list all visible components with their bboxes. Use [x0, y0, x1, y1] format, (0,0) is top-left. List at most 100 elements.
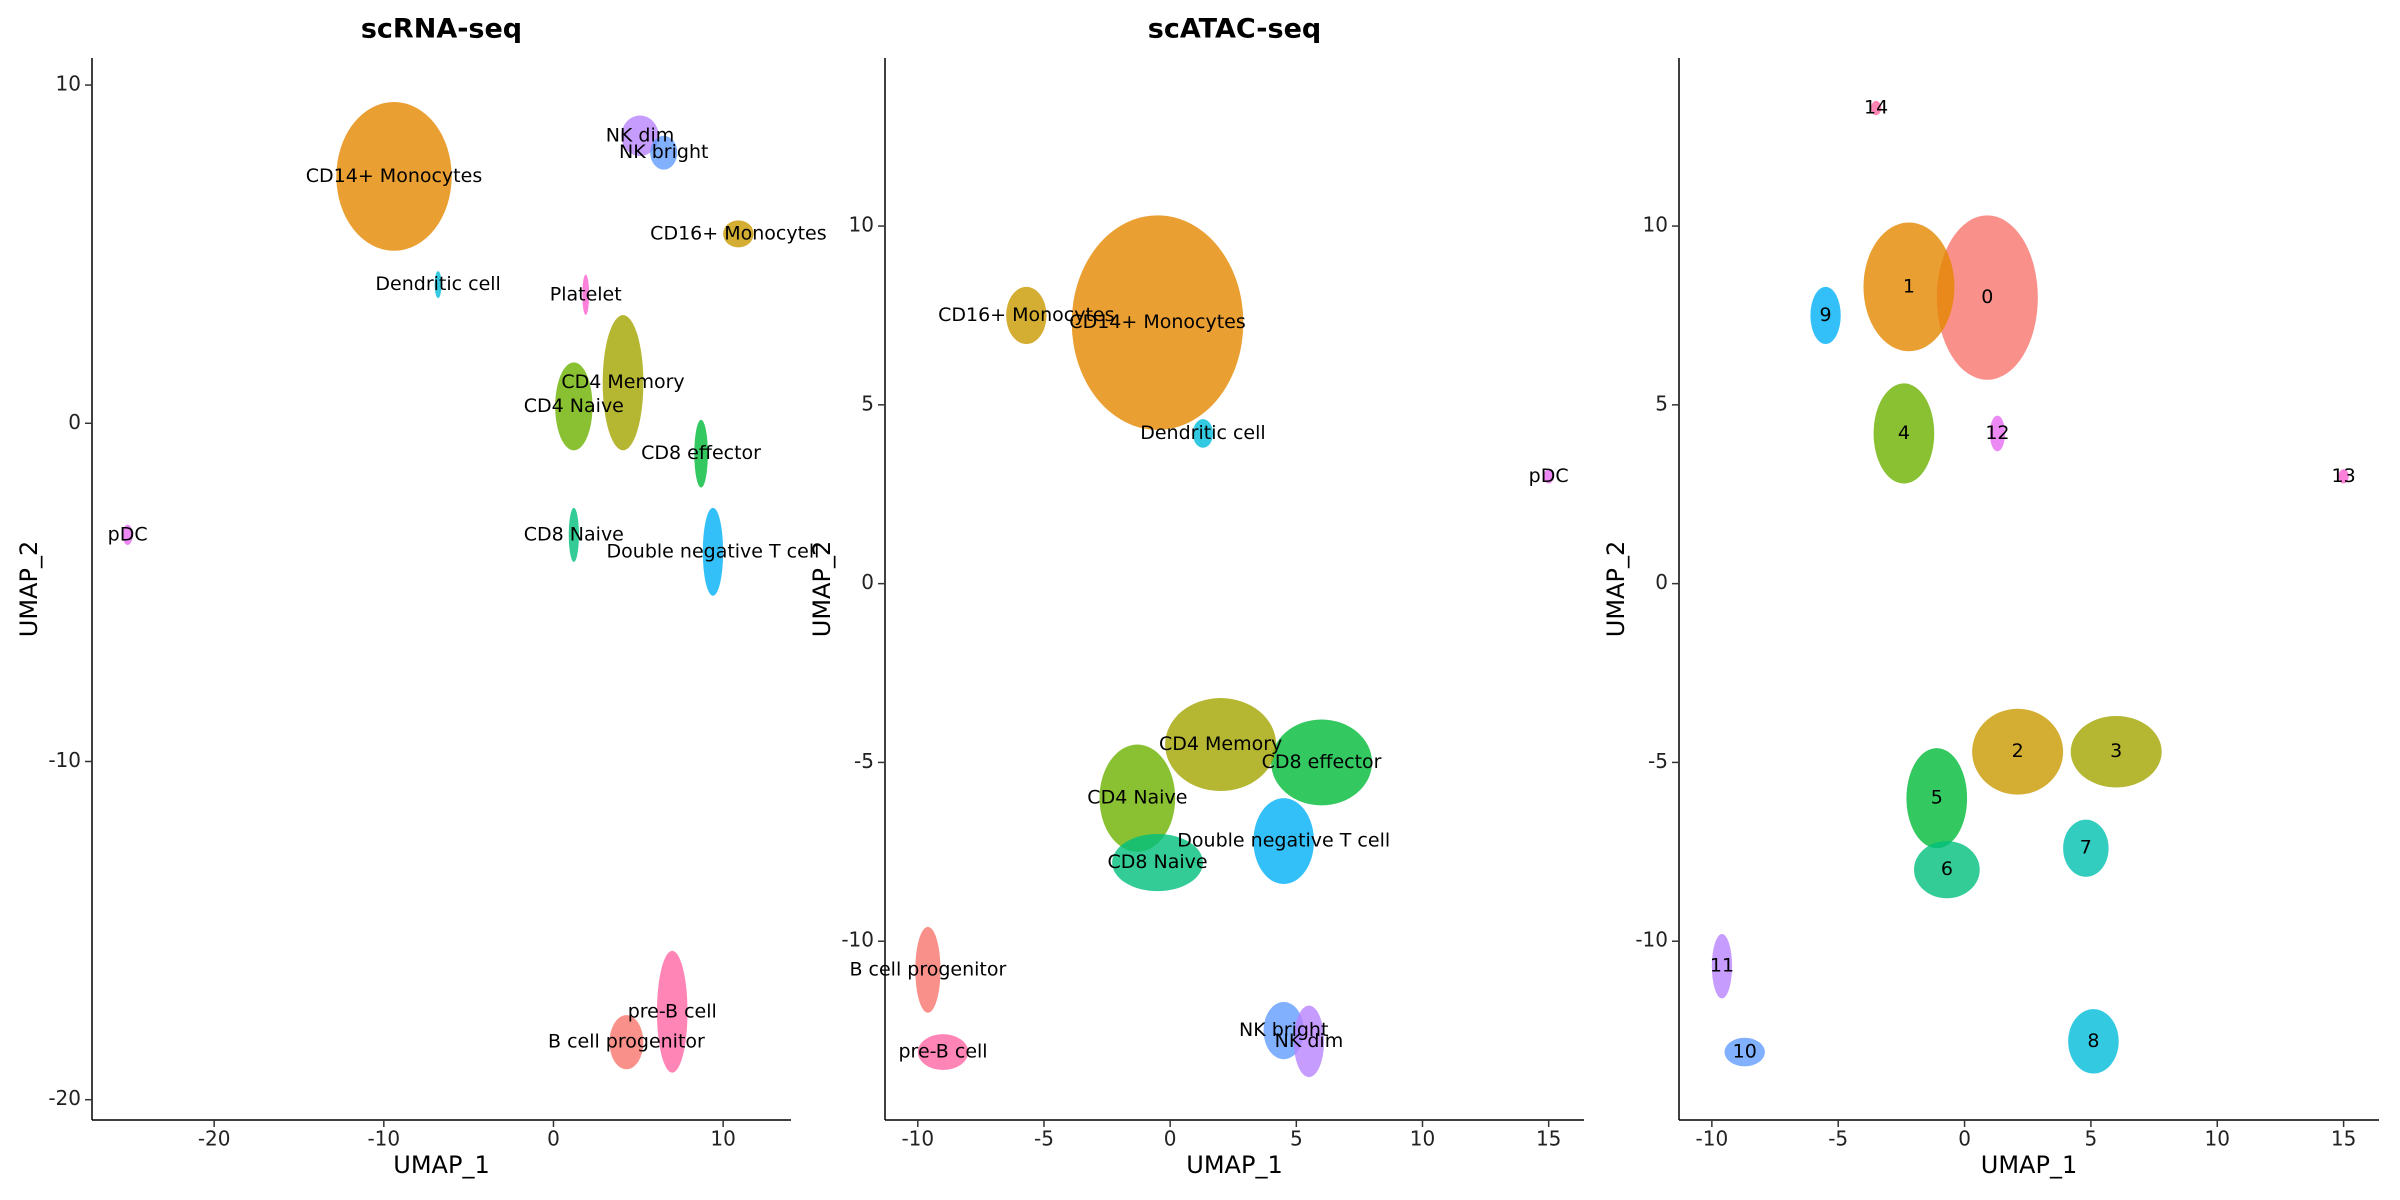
cluster-cloud — [650, 135, 678, 170]
cluster-label: CD4 Naive — [1087, 787, 1187, 809]
cluster-label: B cell progenitor — [849, 958, 1006, 980]
cluster-label: NK bright — [1239, 1019, 1328, 1041]
cluster-cloud — [602, 315, 644, 451]
cluster-cloud — [1112, 833, 1203, 892]
cluster-cloud — [336, 101, 452, 251]
cluster-label: 8 — [2087, 1030, 2099, 1052]
y-tick-label: 0 — [68, 410, 81, 434]
cluster-cloud — [1724, 1037, 1765, 1067]
cluster-cloud — [1914, 841, 1980, 899]
cluster-label: pre-B cell — [898, 1041, 987, 1063]
cluster-cloud — [1543, 469, 1554, 484]
cluster-cloud — [702, 507, 724, 596]
cluster-label: pDC — [108, 523, 148, 545]
cluster-label: Platelet — [550, 283, 622, 305]
cluster-label: CD8 Naive — [1107, 851, 1207, 873]
cluster-cloud — [568, 507, 579, 562]
x-tick-label: -5 — [1828, 1127, 1848, 1151]
x-tick-label: 0 — [547, 1127, 560, 1151]
x-tick-label: 0 — [1958, 1127, 1971, 1151]
x-axis-title: UMAP_1 — [1981, 1151, 2077, 1179]
x-tick-label: 10 — [1410, 1127, 1435, 1151]
y-tick-label: 5 — [1655, 391, 1668, 415]
cluster-label: 2 — [2012, 740, 2024, 762]
y-tick-label: -10 — [1635, 928, 1668, 952]
cluster-cloud — [656, 950, 688, 1073]
cluster-label: 4 — [1898, 422, 1910, 444]
cluster-cloud — [1263, 1002, 1304, 1060]
cluster-label: CD16+ Monocytes — [938, 304, 1114, 326]
cluster-cloud — [1253, 798, 1314, 884]
y-tick-label: 10 — [849, 213, 874, 237]
x-tick-label: -10 — [1696, 1127, 1729, 1151]
x-tick-label: -5 — [1034, 1127, 1054, 1151]
cluster-cloud — [723, 220, 754, 248]
cluster-cloud — [1989, 415, 2005, 452]
y-axis-title: UMAP_2 — [1602, 541, 1630, 637]
cluster-cloud — [1936, 215, 2038, 380]
cluster-label: NK bright — [619, 141, 708, 163]
x-tick-label: -10 — [901, 1127, 934, 1151]
cluster-cloud — [1192, 419, 1214, 448]
cluster-label: Dendritic cell — [375, 273, 500, 295]
x-tick-label: -10 — [367, 1127, 400, 1151]
x-tick-label: 10 — [2205, 1127, 2230, 1151]
cluster-cloud — [609, 1015, 644, 1070]
cluster-label: 9 — [1820, 304, 1832, 326]
y-tick-label: 10 — [56, 72, 81, 96]
cluster-cloud — [1711, 934, 1733, 999]
cluster-cloud — [1972, 708, 2064, 795]
cluster-cloud — [2068, 1009, 2119, 1074]
cluster-cloud — [1873, 383, 1935, 484]
x-tick-label: 15 — [2331, 1127, 2356, 1151]
cluster-label: B cell progenitor — [548, 1031, 705, 1053]
cluster-cloud — [2063, 819, 2109, 877]
cluster-cloud — [1071, 215, 1244, 430]
x-axis-title: UMAP_1 — [1186, 1151, 1282, 1179]
cluster-label: NK dim — [1275, 1030, 1344, 1052]
x-tick-label: 10 — [710, 1127, 735, 1151]
y-tick-label: -10 — [841, 928, 874, 952]
cluster-label: CD4 Memory — [1159, 733, 1282, 755]
cluster-cloud — [555, 362, 593, 451]
cluster-label: CD16+ Monocytes — [650, 222, 826, 244]
cluster-cloud — [1906, 748, 1968, 849]
cluster-cloud — [2070, 715, 2162, 788]
cluster-label: CD4 Memory — [561, 371, 684, 393]
cluster-cloud — [1871, 100, 1882, 116]
cluster-cloud — [621, 115, 659, 157]
cluster-label: CD14+ Monocytes — [1069, 311, 1245, 333]
cluster-cloud — [582, 274, 590, 316]
cluster-label: CD8 Naive — [524, 523, 624, 545]
cluster-cloud — [1810, 286, 1841, 345]
x-tick-label: -20 — [198, 1127, 231, 1151]
cluster-cloud — [1863, 222, 1955, 352]
cluster-label: 14 — [1864, 97, 1888, 119]
cluster-cloud — [694, 419, 708, 488]
cluster-label: 0 — [1981, 286, 1993, 308]
cluster-cloud — [915, 926, 941, 1013]
cluster-label: 10 — [1733, 1041, 1757, 1063]
x-tick-label: 0 — [1164, 1127, 1177, 1151]
y-tick-label: -20 — [48, 1086, 81, 1110]
cluster-label: 12 — [1985, 422, 2009, 444]
cluster-label: CD14+ Monocytes — [306, 165, 482, 187]
y-tick-label: 0 — [1655, 570, 1668, 594]
cluster-cloud — [122, 524, 133, 546]
cluster-cloud — [1006, 286, 1047, 345]
panel-title: scRNA-seq — [361, 14, 522, 45]
cluster-cloud — [1293, 1005, 1325, 1078]
cluster-label: CD8 effector — [1262, 751, 1382, 773]
cluster-label: 6 — [1941, 858, 1953, 880]
cluster-label: 1 — [1903, 275, 1915, 297]
x-axis-title: UMAP_1 — [393, 1151, 489, 1179]
cluster-label: 7 — [2080, 837, 2092, 859]
cluster-label: NK dim — [606, 124, 675, 146]
y-tick-label: 5 — [861, 391, 874, 415]
y-tick-label: 10 — [1643, 213, 1668, 237]
panel-title: scATAC-seq — [1148, 14, 1321, 45]
cluster-cloud — [1099, 744, 1176, 852]
cluster-label: CD4 Naive — [524, 395, 624, 417]
cluster-label: Double negative T cell — [1177, 830, 1390, 852]
